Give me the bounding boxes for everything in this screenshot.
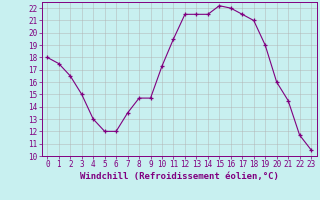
X-axis label: Windchill (Refroidissement éolien,°C): Windchill (Refroidissement éolien,°C) [80, 172, 279, 181]
